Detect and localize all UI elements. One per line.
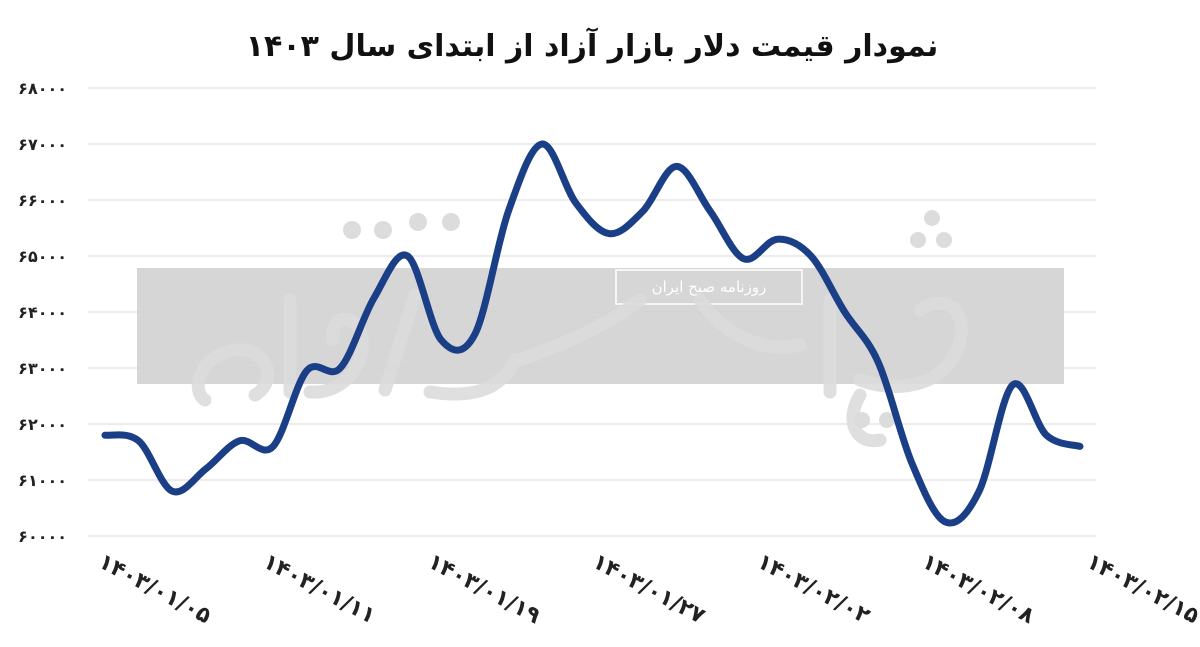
chart-title: نمودار قیمت دلار بازار آزاد از ابتدای سا… <box>246 27 939 64</box>
series-line <box>101 140 1084 527</box>
watermark-subtitle: روزنامه صبح ایران <box>652 278 767 296</box>
x-tick-label: ۱۴۰۳/۰۱/۰۵ <box>94 549 215 629</box>
y-tick-label: ۶۱۰۰۰ <box>18 471 67 490</box>
y-tick-label: ۶۷۰۰۰ <box>18 135 67 154</box>
y-tick-label: ۶۳۰۰۰ <box>18 359 67 378</box>
y-tick-label: ۶۶۰۰۰ <box>18 191 67 210</box>
x-tick-label: ۱۴۰۳/۰۱/۱۱ <box>259 549 380 629</box>
y-tick-label: ۶۴۰۰۰ <box>18 303 67 322</box>
x-tick-label: ۱۴۰۳/۰۱/۲۷ <box>588 549 709 629</box>
watermark-dots <box>343 210 952 428</box>
watermark: روزنامه صبح ایران <box>137 210 1064 448</box>
y-tick-label: ۶۸۰۰۰ <box>18 79 67 98</box>
x-tick-label: ۱۴۰۳/۰۲/۰۸ <box>918 549 1039 629</box>
x-tick-label: ۱۴۰۳/۰۲/۰۲ <box>753 549 874 629</box>
x-tick-label: ۱۴۰۳/۰۱/۱۹ <box>424 549 545 629</box>
y-tick-label: ۶۵۰۰۰ <box>18 247 67 266</box>
y-tick-label: ۶۲۰۰۰ <box>18 415 67 434</box>
x-axis-ticks: ۱۴۰۳/۰۱/۰۵ ۱۴۰۳/۰۱/۱۱ ۱۴۰۳/۰۱/۱۹ ۱۴۰۳/۰۱/۲۷… <box>94 549 1200 629</box>
y-axis-ticks: ۶۰۰۰۰ ۶۱۰۰۰ ۶۲۰۰۰ ۶۳۰۰۰ ۶۴۰۰۰ ۶۵۰۰۰ ۶۶۰۰۰ ۶۷۰۰۰… <box>18 79 67 546</box>
y-tick-label: ۶۰۰۰۰ <box>18 527 67 546</box>
x-tick-label: ۱۴۰۳/۰۲/۱۵ <box>1082 549 1200 629</box>
